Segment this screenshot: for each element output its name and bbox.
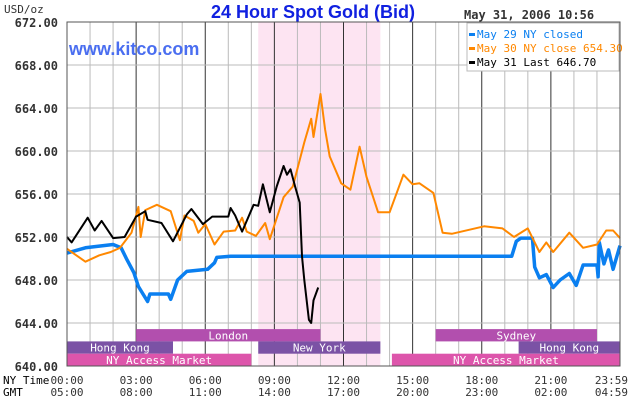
legend-swatch — [469, 33, 475, 36]
market-label: Hong Kong — [540, 342, 600, 355]
market-bar — [391, 353, 620, 366]
x-tick-label: 11:00 — [189, 386, 222, 399]
chart-title: 24 Hour Spot Gold (Bid) — [211, 2, 415, 22]
x-tick-label: 08:00 — [120, 386, 153, 399]
y-tick-label: 644.00 — [15, 317, 58, 331]
market-label: Hong Kong — [90, 342, 150, 355]
timestamp: May 31, 2006 10:56 — [464, 8, 594, 22]
x-tick-label: 23:00 — [465, 386, 498, 399]
y-tick-label: 660.00 — [15, 145, 58, 159]
legend-swatch — [469, 47, 475, 50]
y-tick-label: 652.00 — [15, 231, 58, 245]
market-label: Sydney — [496, 329, 536, 342]
x-tick-label: 23:59 — [595, 374, 628, 387]
kitco-watermark: www.kitco.com — [68, 39, 199, 59]
x-tick-label: 04:59 — [595, 386, 628, 399]
x-tick-label: 03:00 — [120, 374, 153, 387]
legend-entry: May 29 NY closed — [477, 28, 583, 41]
market-bar — [136, 329, 321, 342]
market-bar — [518, 341, 620, 354]
y-axis-unit: USD/oz — [4, 3, 44, 16]
x-tick-label: 12:00 — [327, 374, 360, 387]
x-tick-label: 00:00 — [50, 374, 83, 387]
market-bar — [67, 341, 173, 354]
y-tick-label: 672.00 — [15, 16, 58, 30]
market-label: New York — [293, 342, 346, 355]
market-label: NY Access Market — [453, 354, 559, 367]
legend-box — [466, 22, 620, 72]
x-tick-label: 21:00 — [534, 374, 567, 387]
series-line-1 — [66, 236, 622, 304]
x-tick-label: 15:00 — [396, 374, 429, 387]
x-axis-row-label: GMT — [3, 386, 23, 399]
market-label: NY Access Market — [106, 354, 212, 367]
legend-entry: May 30 NY close 654.30 — [477, 42, 623, 55]
y-tick-label: 640.00 — [15, 360, 58, 374]
y-tick-label: 664.00 — [15, 102, 58, 116]
x-tick-label: 14:00 — [258, 386, 291, 399]
legend-entry: May 31 Last 646.70 — [477, 56, 596, 69]
x-tick-label: 17:00 — [327, 386, 360, 399]
y-tick-label: 668.00 — [15, 59, 58, 73]
series-line-3 — [66, 165, 320, 324]
x-tick-label: 18:00 — [465, 374, 498, 387]
x-tick-label: 05:00 — [50, 386, 83, 399]
series-line-2 — [66, 93, 621, 263]
market-bar — [435, 329, 597, 342]
y-tick-label: 648.00 — [15, 274, 58, 288]
market-bar — [258, 341, 381, 354]
market-label: London — [208, 329, 248, 342]
x-tick-label: 06:00 — [189, 374, 222, 387]
x-tick-label: 02:00 — [534, 386, 567, 399]
x-tick-label: 09:00 — [258, 374, 291, 387]
x-tick-label: 20:00 — [396, 386, 429, 399]
market-bar — [67, 353, 252, 366]
y-tick-label: 656.00 — [15, 188, 58, 202]
plot-frame — [66, 21, 621, 367]
x-axis-row-label: NY Time — [3, 374, 49, 387]
legend-swatch — [469, 61, 475, 64]
